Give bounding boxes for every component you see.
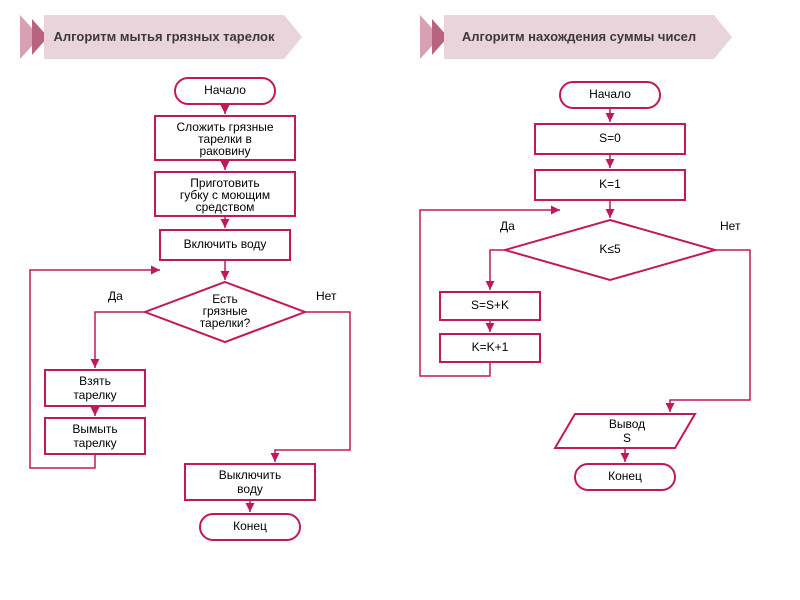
left-step4-l2: тарелку <box>73 388 116 402</box>
left-step6-l2: воду <box>237 482 263 496</box>
right-step3-text: S=S+K <box>471 298 509 312</box>
left-end-text: Конец <box>233 519 267 533</box>
right-no: Нет <box>720 219 741 233</box>
right-step2-text: K=1 <box>599 177 621 191</box>
left-step2-l3: средством <box>196 200 255 214</box>
left-step3-text: Включить воду <box>184 237 267 251</box>
arrow <box>95 312 145 368</box>
arrow <box>275 312 350 462</box>
right-out-l1: Вывод <box>609 417 645 431</box>
flowchart-canvas: Начало Сложить грязные тарелки в раковин… <box>0 0 800 600</box>
arrow <box>670 250 750 412</box>
left-start-text: Начало <box>204 83 246 97</box>
right-end-text: Конец <box>608 469 642 483</box>
right-start-text: Начало <box>589 87 631 101</box>
left-dec-l3: тарелки? <box>200 316 251 330</box>
left-step4-l1: Взять <box>79 374 111 388</box>
left-step6-l1: Выключить <box>219 468 281 482</box>
left-step5-l1: Вымыть <box>72 422 117 436</box>
arrow <box>490 250 505 290</box>
right-dec-text: K≤5 <box>599 242 621 256</box>
left-yes: Да <box>108 289 123 303</box>
right-step1-text: S=0 <box>599 131 621 145</box>
right-yes: Да <box>500 219 515 233</box>
right-out-l2: S <box>623 431 631 445</box>
left-step1-l3: раковину <box>199 144 250 158</box>
right-step4-text: K=K+1 <box>472 340 509 354</box>
left-no: Нет <box>316 289 337 303</box>
left-step5-l2: тарелку <box>73 436 116 450</box>
